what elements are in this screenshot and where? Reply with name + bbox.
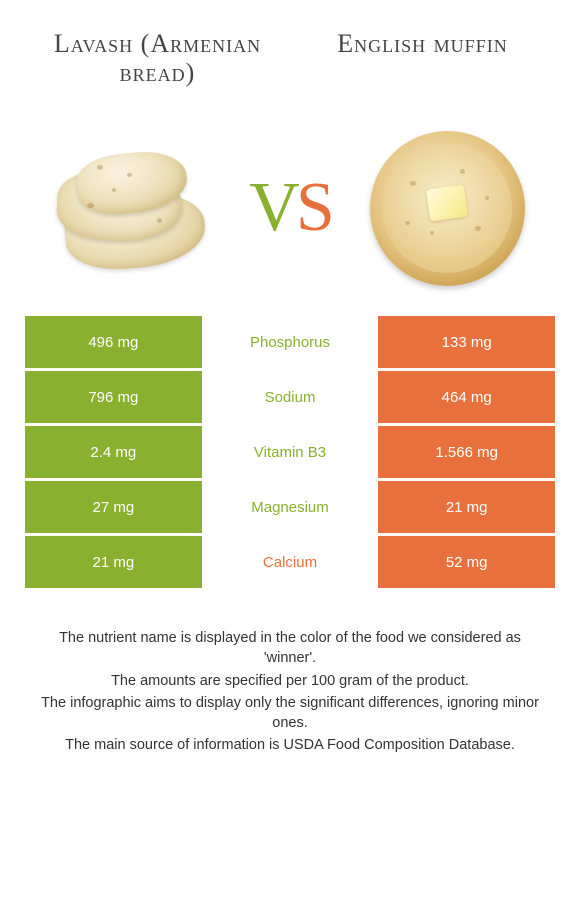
infographic-container: Lavash (Armenian bread) English muffin V…	[0, 0, 580, 778]
title-right: English muffin	[290, 30, 555, 59]
vs-s: S	[296, 169, 331, 246]
nutrient-table: 496 mgPhosphorus133 mg796 mgSodium464 mg…	[25, 316, 555, 588]
nutrient-right-value: 21 mg	[378, 481, 555, 533]
title-left: Lavash (Armenian bread)	[25, 30, 290, 87]
note-line: The nutrient name is displayed in the co…	[33, 628, 547, 669]
note-line: The infographic aims to display only the…	[33, 693, 547, 734]
muffin-icon	[370, 131, 525, 286]
nutrient-left-value: 2.4 mg	[25, 426, 202, 478]
nutrient-row: 27 mgMagnesium21 mg	[25, 481, 555, 533]
nutrient-left-value: 796 mg	[25, 371, 202, 423]
nutrient-name: Sodium	[202, 371, 379, 423]
nutrient-row: 796 mgSodium464 mg	[25, 371, 555, 423]
vs-v: V	[249, 169, 296, 246]
note-line: The amounts are specified per 100 gram o…	[33, 671, 547, 691]
nutrient-name: Calcium	[202, 536, 379, 588]
lavash-icon	[47, 143, 217, 273]
nutrient-right-value: 1.566 mg	[378, 426, 555, 478]
images-row: VS	[25, 128, 555, 288]
nutrient-left-value: 496 mg	[25, 316, 202, 368]
nutrient-right-value: 52 mg	[378, 536, 555, 588]
nutrient-right-value: 133 mg	[378, 316, 555, 368]
titles-row: Lavash (Armenian bread) English muffin	[25, 30, 555, 120]
nutrient-left-value: 27 mg	[25, 481, 202, 533]
nutrient-name: Phosphorus	[202, 316, 379, 368]
footer-notes: The nutrient name is displayed in the co…	[25, 628, 555, 756]
note-line: The main source of information is USDA F…	[33, 735, 547, 755]
nutrient-row: 2.4 mgVitamin B31.566 mg	[25, 426, 555, 478]
vs-label: VS	[249, 168, 331, 248]
nutrient-row: 496 mgPhosphorus133 mg	[25, 316, 555, 368]
nutrient-row: 21 mgCalcium52 mg	[25, 536, 555, 588]
nutrient-right-value: 464 mg	[378, 371, 555, 423]
food-image-left	[25, 128, 239, 288]
nutrient-name: Magnesium	[202, 481, 379, 533]
nutrient-left-value: 21 mg	[25, 536, 202, 588]
nutrient-name: Vitamin B3	[202, 426, 379, 478]
food-image-right	[341, 128, 555, 288]
